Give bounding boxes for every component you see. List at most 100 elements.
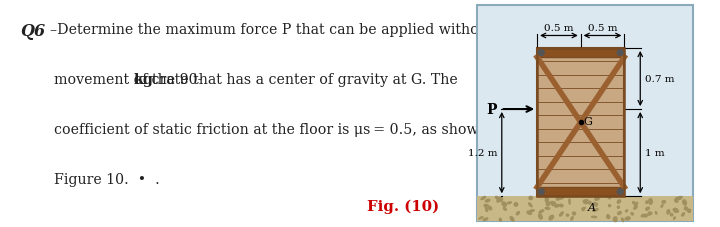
Ellipse shape bbox=[571, 217, 573, 220]
Circle shape bbox=[617, 50, 623, 56]
Ellipse shape bbox=[539, 214, 542, 219]
Text: movement of the 90-: movement of the 90- bbox=[55, 73, 203, 86]
Ellipse shape bbox=[484, 205, 487, 207]
Text: coefficient of static friction at the floor is μs = 0.5, as shown in the: coefficient of static friction at the fl… bbox=[55, 123, 534, 136]
Ellipse shape bbox=[502, 202, 506, 206]
Ellipse shape bbox=[673, 208, 678, 212]
Ellipse shape bbox=[529, 210, 534, 212]
Ellipse shape bbox=[485, 208, 487, 212]
Ellipse shape bbox=[648, 212, 651, 215]
Ellipse shape bbox=[684, 207, 688, 210]
Ellipse shape bbox=[608, 205, 611, 207]
Ellipse shape bbox=[593, 203, 598, 205]
Ellipse shape bbox=[569, 199, 570, 204]
Ellipse shape bbox=[613, 217, 617, 222]
Ellipse shape bbox=[607, 215, 609, 218]
Ellipse shape bbox=[583, 200, 588, 202]
Text: G: G bbox=[583, 116, 593, 126]
Ellipse shape bbox=[527, 211, 531, 215]
Ellipse shape bbox=[617, 206, 619, 208]
Ellipse shape bbox=[545, 200, 548, 202]
Ellipse shape bbox=[594, 203, 597, 206]
Text: 0.5 m: 0.5 m bbox=[588, 24, 617, 33]
Text: A: A bbox=[588, 202, 596, 212]
Bar bbox=[537, 49, 624, 58]
Text: –Determine the maximum force P that can be applied without causing: –Determine the maximum force P that can … bbox=[50, 23, 554, 37]
Ellipse shape bbox=[649, 212, 652, 214]
Ellipse shape bbox=[559, 204, 563, 207]
Text: P: P bbox=[487, 103, 498, 116]
Text: kg: kg bbox=[134, 73, 154, 86]
Ellipse shape bbox=[497, 197, 500, 202]
Ellipse shape bbox=[583, 200, 588, 204]
Text: Fig. (10): Fig. (10) bbox=[367, 199, 439, 213]
Ellipse shape bbox=[545, 207, 550, 210]
Ellipse shape bbox=[555, 205, 559, 207]
Ellipse shape bbox=[631, 212, 634, 215]
Bar bbox=[537, 49, 624, 196]
Ellipse shape bbox=[682, 213, 685, 216]
Ellipse shape bbox=[557, 197, 561, 200]
Ellipse shape bbox=[667, 211, 668, 214]
Ellipse shape bbox=[488, 206, 492, 210]
Ellipse shape bbox=[632, 202, 634, 204]
Circle shape bbox=[539, 189, 544, 195]
Text: crate that has a center of gravity at G. The: crate that has a center of gravity at G.… bbox=[147, 73, 457, 86]
Ellipse shape bbox=[503, 207, 506, 210]
Ellipse shape bbox=[588, 201, 591, 204]
Ellipse shape bbox=[481, 197, 485, 200]
Ellipse shape bbox=[549, 215, 554, 220]
Ellipse shape bbox=[595, 197, 599, 200]
Ellipse shape bbox=[528, 203, 532, 207]
Ellipse shape bbox=[678, 197, 682, 199]
Ellipse shape bbox=[644, 214, 647, 217]
Ellipse shape bbox=[514, 203, 518, 206]
Ellipse shape bbox=[485, 200, 490, 202]
Ellipse shape bbox=[670, 214, 672, 216]
Ellipse shape bbox=[608, 197, 611, 199]
Circle shape bbox=[617, 189, 623, 195]
Ellipse shape bbox=[646, 201, 648, 203]
Ellipse shape bbox=[485, 205, 488, 208]
Ellipse shape bbox=[655, 212, 657, 214]
Ellipse shape bbox=[608, 216, 610, 219]
Ellipse shape bbox=[625, 217, 630, 220]
Ellipse shape bbox=[617, 200, 621, 203]
Ellipse shape bbox=[661, 205, 663, 207]
Ellipse shape bbox=[642, 215, 644, 217]
Ellipse shape bbox=[558, 197, 564, 199]
Text: Q6: Q6 bbox=[21, 23, 46, 40]
Ellipse shape bbox=[545, 196, 549, 201]
Ellipse shape bbox=[503, 202, 506, 206]
Ellipse shape bbox=[675, 197, 681, 200]
Ellipse shape bbox=[508, 202, 511, 204]
Ellipse shape bbox=[646, 207, 649, 210]
Ellipse shape bbox=[582, 207, 585, 209]
Bar bbox=[537, 49, 624, 196]
Ellipse shape bbox=[593, 209, 598, 212]
Text: 1.2 m: 1.2 m bbox=[468, 148, 498, 158]
Text: 0.5 m: 0.5 m bbox=[544, 24, 574, 33]
Text: 0.7 m: 0.7 m bbox=[645, 75, 675, 84]
Ellipse shape bbox=[546, 202, 549, 206]
Ellipse shape bbox=[499, 198, 503, 202]
Ellipse shape bbox=[613, 217, 617, 220]
Ellipse shape bbox=[634, 206, 637, 209]
Ellipse shape bbox=[510, 217, 514, 221]
Ellipse shape bbox=[516, 212, 519, 215]
Ellipse shape bbox=[618, 212, 621, 215]
Ellipse shape bbox=[554, 202, 555, 204]
Ellipse shape bbox=[634, 202, 638, 206]
Ellipse shape bbox=[529, 196, 532, 200]
Ellipse shape bbox=[683, 200, 686, 205]
Ellipse shape bbox=[592, 216, 596, 218]
Text: Figure 10.  •  .: Figure 10. • . bbox=[55, 173, 160, 186]
Ellipse shape bbox=[668, 210, 670, 213]
Ellipse shape bbox=[649, 199, 652, 204]
Ellipse shape bbox=[479, 217, 483, 219]
Ellipse shape bbox=[674, 217, 675, 219]
Ellipse shape bbox=[567, 214, 569, 216]
Ellipse shape bbox=[499, 218, 501, 221]
Bar bbox=[537, 187, 624, 196]
Ellipse shape bbox=[626, 210, 628, 212]
